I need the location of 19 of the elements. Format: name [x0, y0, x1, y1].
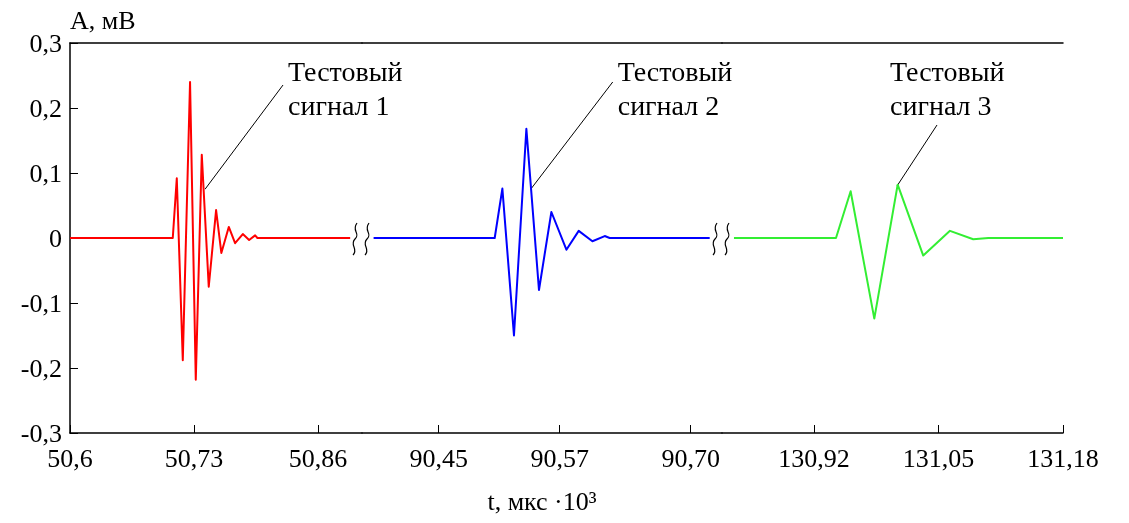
y-tick-label: 0,2 [29, 93, 62, 123]
annotation: Тестовый сигнал 1 [288, 55, 403, 121]
y-tick-label: 0,1 [29, 158, 62, 188]
x-axis-title: t, мкс ·10³ [487, 486, 597, 516]
x-tick-label: 50,86 [288, 443, 348, 473]
annotation: Тестовый сигнал 3 [890, 55, 1005, 121]
y-tick-label: -0,2 [20, 353, 62, 383]
x-tick-label: 130,92 [778, 443, 850, 473]
x-tick-label: 131,18 [1027, 443, 1099, 473]
y-tick-label: -0,1 [20, 288, 62, 318]
y-tick-label: 0 [49, 223, 62, 253]
x-tick-label: 90,70 [661, 443, 720, 473]
y-axis-title: A, мВ [70, 5, 136, 35]
x-tick-label: 50,73 [164, 443, 224, 473]
y-tick-label: 0,3 [29, 28, 62, 58]
x-tick-label: 90,45 [409, 443, 468, 473]
annotation: Тестовый сигнал 2 [617, 55, 733, 121]
x-tick-label: 90,57 [530, 443, 589, 473]
x-tick-label: 131,05 [902, 443, 975, 473]
